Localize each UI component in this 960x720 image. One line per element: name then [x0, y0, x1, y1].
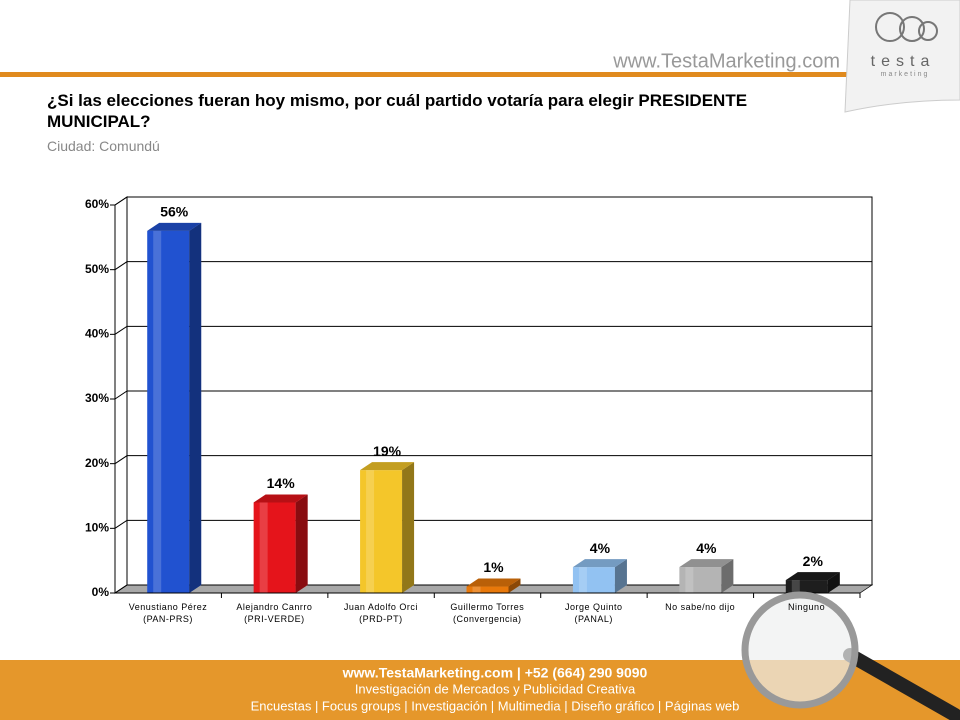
value-label: 56% [160, 204, 189, 220]
bar-top-shade [253, 494, 308, 503]
value-label: 19% [373, 443, 402, 459]
bar-top [785, 572, 840, 581]
x-tick-label: Ninguno [788, 602, 826, 612]
grid-line [114, 261, 872, 271]
bar-side [189, 222, 202, 593]
value-label: 2% [803, 553, 824, 569]
bar-side-shade [614, 559, 627, 593]
y-tick-label: 0% [92, 585, 110, 599]
bar [785, 580, 828, 593]
x-tick-label: Venustiano Pérez (PAN-PRS) [128, 602, 208, 624]
x-tick-label: Jorge Quinto (PANAL) [564, 602, 623, 624]
bar-top [360, 462, 415, 471]
y-tick-label: 60% [85, 197, 109, 211]
bar [360, 470, 403, 593]
grid-line [114, 519, 872, 529]
x-tick-label: No sabe/no dijo [665, 602, 736, 612]
y-tick-label: 10% [85, 521, 109, 535]
bar-top-shade [785, 572, 840, 581]
bar-highlight [472, 586, 481, 593]
bar-side [402, 462, 415, 593]
logo-text: testa [871, 53, 936, 70]
plot: 0% 10% 20% 30% 40% 50% 60% 56% 14% 19% 1% 4% 4% 2% [85, 196, 874, 599]
bar-top [572, 559, 627, 568]
bar [253, 502, 296, 593]
footer-line: Encuestas | Focus groups | Investigación… [251, 698, 740, 713]
bar-top [147, 222, 202, 231]
x-tick-label: Juan Adolfo Orci (PRD-PT) [343, 602, 418, 624]
bar-top-shade [360, 462, 415, 471]
header-rule [0, 72, 850, 77]
bar-side-shade [189, 222, 202, 593]
bar-side-shade [827, 572, 840, 593]
bar-top-shade [466, 578, 521, 587]
bar-side-shade [721, 559, 734, 593]
bar-highlight [578, 567, 587, 593]
bar-top-shade [679, 559, 734, 568]
bar-highlight [153, 230, 162, 593]
bar-highlight [259, 502, 268, 593]
bar-side [827, 572, 840, 593]
y-tick-label: 20% [85, 456, 109, 470]
bar-top-shade [147, 222, 202, 231]
bar-top [679, 559, 734, 568]
bar-side-shade [508, 578, 521, 593]
bar-side [508, 578, 521, 593]
magnifier [741, 591, 960, 720]
bar-side-shade [295, 494, 308, 593]
magnifier-handle [843, 648, 960, 720]
footer-line: www.TestaMarketing.com | +52 (664) 290 9… [342, 665, 648, 681]
bar-highlight [791, 580, 800, 593]
value-label: 4% [590, 540, 611, 556]
grid-line [114, 196, 872, 206]
footer-line: Investigación de Mercados y Publicidad C… [355, 681, 636, 696]
bar [572, 567, 615, 593]
grid-line [114, 455, 872, 465]
bar-highlight [366, 470, 375, 593]
y-tick-label: 40% [85, 327, 109, 341]
chart-title: ¿Si las elecciones fueran hoy mismo, por… [47, 91, 748, 131]
bar-top-shade [572, 559, 627, 568]
bar-highlight [685, 567, 694, 593]
bar-side [721, 559, 734, 593]
chart-subtitle: Ciudad: Comundú [47, 138, 160, 154]
value-label: 14% [267, 475, 296, 491]
bar [147, 230, 190, 593]
bar-side-shade [402, 462, 415, 593]
y-tick-label: 30% [85, 391, 109, 405]
bar [466, 586, 509, 593]
x-tick-label: Alejandro Canrro (PRI-VERDE) [236, 602, 313, 624]
value-label: 1% [483, 559, 504, 575]
logo-mark [875, 12, 938, 42]
grid-line [114, 325, 872, 335]
logo-sub: marketing [881, 71, 930, 78]
bar [679, 567, 722, 593]
bar-top [253, 494, 308, 503]
magnifier-lens [741, 591, 859, 709]
grid-line [114, 390, 872, 400]
header-site: www.TestaMarketing.com [612, 50, 840, 72]
value-label: 4% [696, 540, 717, 556]
bar-side [614, 559, 627, 593]
bar-side [295, 494, 308, 593]
y-tick-label: 50% [85, 262, 109, 276]
bar-top [466, 578, 521, 587]
x-tick-label: Guillermo Torres (Convergencia) [450, 602, 525, 624]
